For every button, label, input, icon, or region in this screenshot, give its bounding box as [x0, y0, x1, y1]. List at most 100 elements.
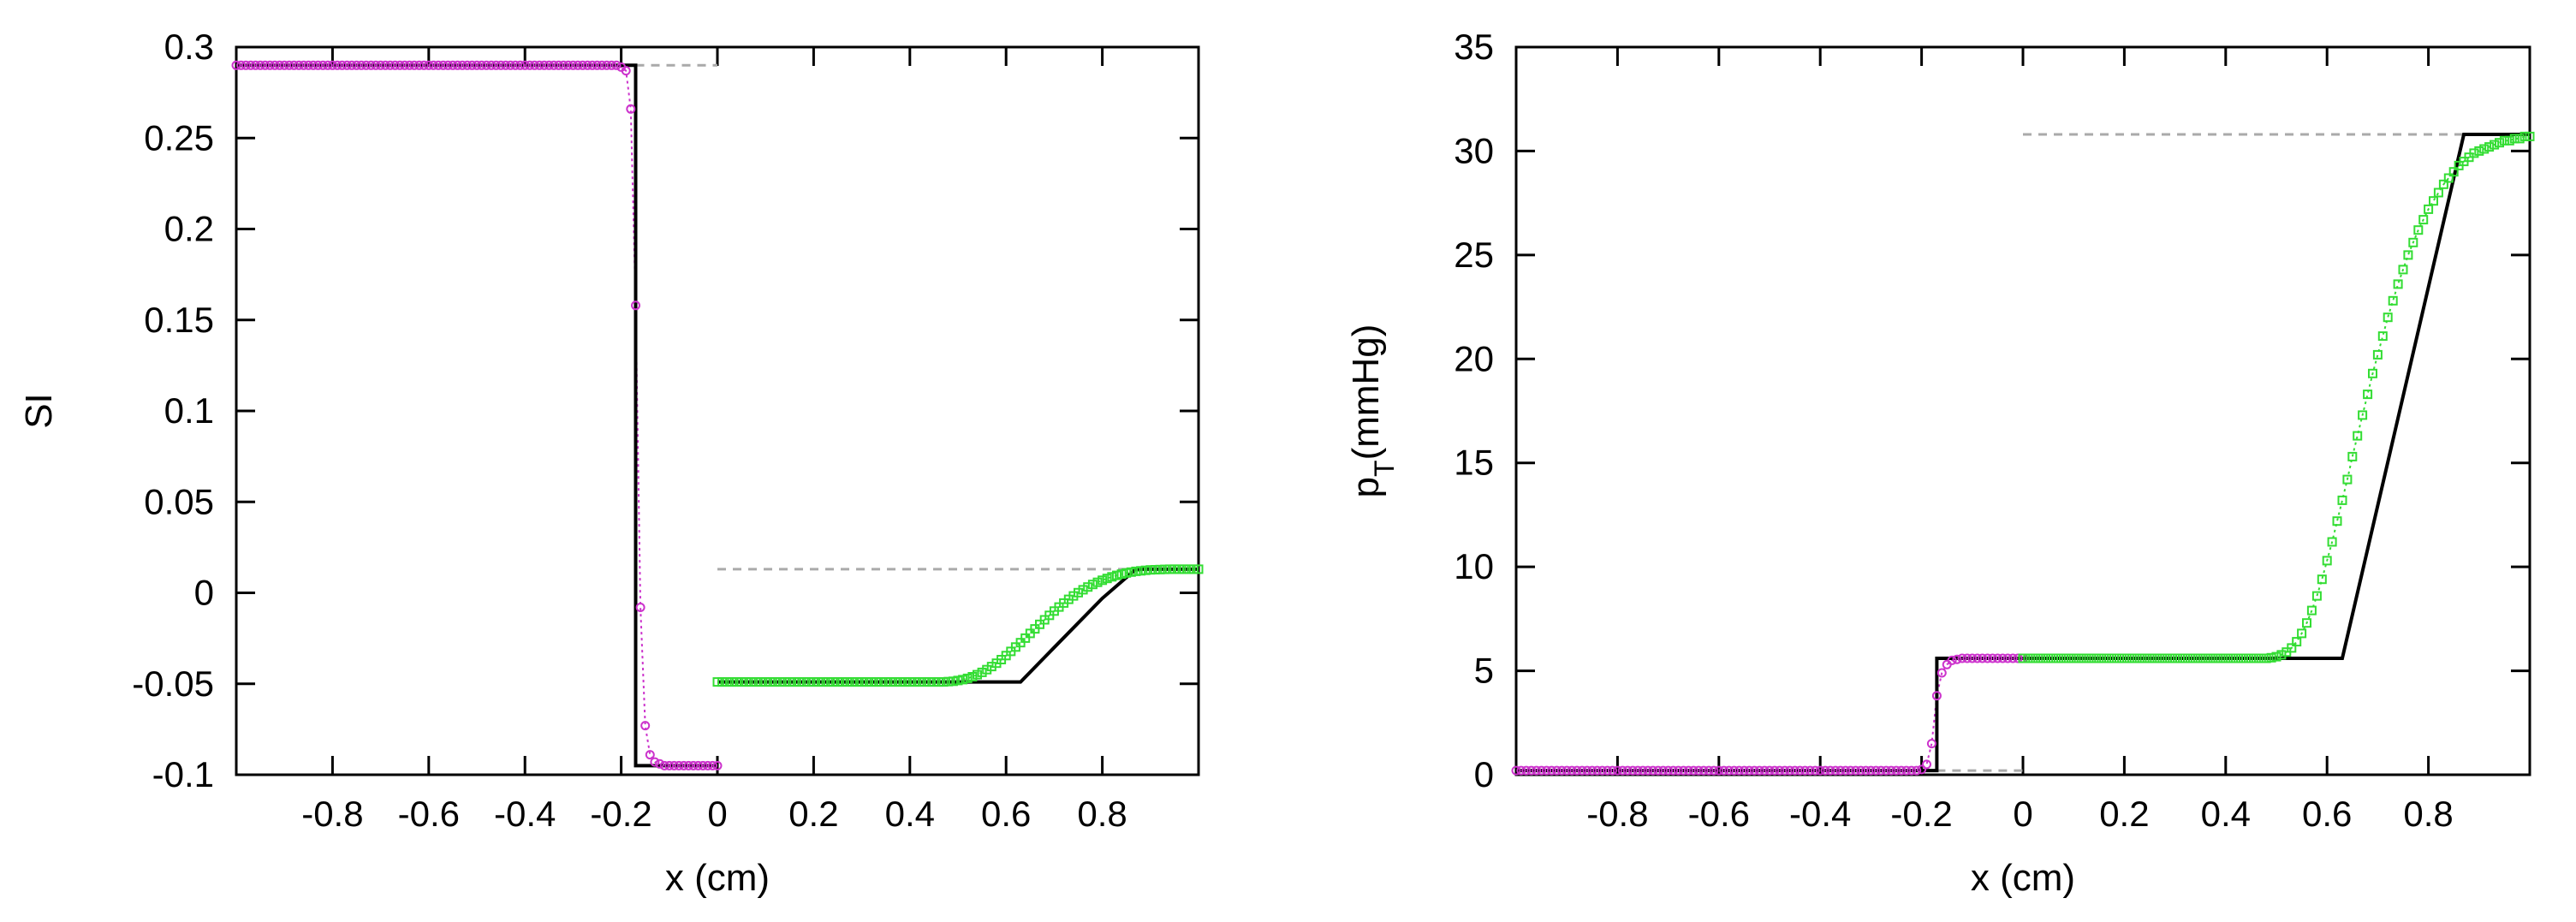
- marker-left: [400, 60, 410, 70]
- marker-right: [2408, 237, 2418, 247]
- marker-left: [712, 760, 723, 770]
- marker-left: [1704, 765, 1714, 776]
- marker-left: [1551, 765, 1562, 776]
- x-tick-label: -0.6: [1688, 794, 1750, 834]
- y-tick-label: -0.05: [132, 663, 214, 704]
- marker-left: [703, 760, 713, 770]
- marker-left: [419, 60, 429, 70]
- marker-left: [1729, 765, 1740, 776]
- marker-left: [669, 760, 679, 770]
- marker-left: [582, 60, 592, 70]
- marker-left: [477, 60, 487, 70]
- marker-left: [356, 60, 366, 70]
- marker-right: [2044, 653, 2054, 663]
- marker-left: [578, 60, 588, 70]
- marker-right: [2195, 653, 2205, 663]
- marker-left: [1851, 765, 1861, 776]
- marker-left: [428, 60, 438, 70]
- marker-right: [1145, 565, 1156, 575]
- marker-right: [746, 677, 756, 687]
- marker-right: [914, 677, 925, 687]
- marker-left: [1612, 765, 1622, 776]
- y-tick-label: -0.1: [152, 754, 214, 794]
- marker-left: [698, 760, 708, 770]
- marker-left: [1815, 765, 1825, 776]
- marker-left: [443, 60, 453, 70]
- marker-left: [457, 60, 467, 70]
- marker-left: [1957, 653, 1967, 663]
- marker-right: [780, 677, 790, 687]
- marker-right: [2073, 653, 2084, 663]
- marker-right: [2018, 653, 2028, 663]
- marker-right: [2429, 196, 2438, 206]
- marker-left: [1952, 654, 1962, 664]
- marker-right: [833, 677, 842, 687]
- marker-left: [573, 60, 583, 70]
- marker-right: [929, 677, 939, 687]
- marker-right: [751, 677, 761, 687]
- marker-left: [231, 60, 241, 70]
- y-axis-label: pT(mmHg): [1345, 324, 1400, 498]
- marker-right: [953, 675, 963, 686]
- marker-right: [2084, 653, 2094, 663]
- marker-left: [1988, 653, 1997, 663]
- marker-left: [380, 60, 390, 70]
- marker-right: [2368, 368, 2377, 378]
- marker-left: [1542, 765, 1551, 776]
- marker-right: [2175, 653, 2185, 663]
- marker-right: [2119, 653, 2129, 663]
- marker-left: [299, 60, 309, 70]
- marker-right: [2302, 618, 2311, 628]
- marker-right: [905, 677, 915, 687]
- marker-right: [881, 677, 891, 687]
- marker-left: [1516, 765, 1526, 776]
- marker-right: [732, 677, 741, 687]
- exact-solution-left: [236, 63, 717, 768]
- marker-right: [775, 677, 785, 687]
- marker-right: [2205, 653, 2216, 663]
- marker-left: [635, 603, 645, 612]
- marker-right: [1164, 564, 1175, 574]
- marker-left: [1698, 765, 1709, 776]
- marker-right: [924, 677, 934, 687]
- marker-left: [626, 104, 636, 114]
- marker-left: [1800, 765, 1810, 776]
- marker-left: [1683, 765, 1693, 776]
- marker-right: [2221, 653, 2231, 663]
- marker-left: [1587, 765, 1597, 776]
- marker-right: [866, 677, 877, 687]
- marker-right: [2499, 135, 2509, 146]
- x-tick-label: -0.8: [301, 794, 363, 834]
- marker-right: [837, 677, 848, 687]
- marker-left: [529, 60, 539, 70]
- marker-right: [799, 677, 809, 687]
- marker-left: [650, 757, 660, 767]
- marker-right: [717, 677, 728, 687]
- marker-right: [2134, 653, 2145, 663]
- marker-right: [1078, 585, 1088, 595]
- marker-right: [1074, 587, 1083, 598]
- y-tick-label: 0: [194, 573, 214, 613]
- marker-left: [433, 60, 443, 70]
- marker-right: [2443, 173, 2454, 183]
- marker-left: [284, 60, 294, 70]
- marker-right: [2063, 653, 2073, 663]
- x-tick-label: 0.4: [2201, 794, 2251, 834]
- marker-right: [736, 677, 747, 687]
- marker-right: [1112, 570, 1121, 580]
- marker-right: [977, 667, 987, 677]
- marker-right: [2383, 312, 2393, 323]
- marker-left: [520, 60, 530, 70]
- marker-left: [683, 760, 693, 770]
- y-axis-label-main: p: [1345, 477, 1387, 497]
- marker-right: [1092, 577, 1103, 587]
- marker-left: [1734, 765, 1744, 776]
- marker-right: [1175, 564, 1184, 574]
- marker-right: [2403, 250, 2413, 260]
- marker-right: [2479, 144, 2490, 154]
- marker-left: [1622, 765, 1633, 776]
- marker-right: [2509, 134, 2519, 144]
- x-tick-label: 0.6: [981, 794, 1031, 834]
- marker-right: [1083, 582, 1093, 592]
- marker-left: [342, 60, 352, 70]
